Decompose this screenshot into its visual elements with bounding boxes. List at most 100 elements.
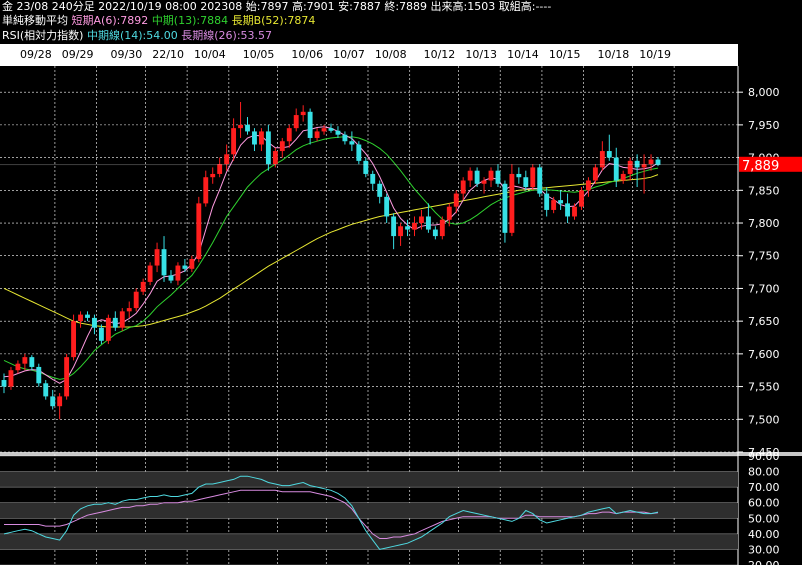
sma-legend-title: 単純移動平均: [2, 14, 68, 27]
candle-body: [126, 308, 132, 312]
candle-body: [15, 363, 21, 371]
candle-body: [342, 134, 348, 142]
candle-body: [245, 124, 250, 132]
candle: [412, 216, 417, 237]
price-axis-label: 7,750: [748, 250, 780, 263]
candle-body: [133, 291, 139, 309]
candle: [391, 213, 397, 250]
candle-body: [64, 357, 70, 397]
candle: [126, 301, 132, 318]
rsi-axis-label: 80.00: [748, 466, 780, 479]
last-price-label: 7,889: [742, 159, 779, 174]
candle: [105, 314, 111, 345]
candle: [425, 203, 431, 233]
candle: [495, 164, 501, 188]
rsi-axis-label: 90.00: [748, 450, 780, 463]
candle-body: [161, 249, 167, 276]
candle: [189, 255, 195, 273]
candle-body: [537, 167, 543, 194]
candle-body: [627, 160, 633, 174]
candle-body: [460, 180, 466, 194]
candle: [544, 187, 550, 217]
date-tick-label: 10/19: [639, 48, 671, 61]
candle: [119, 308, 125, 331]
candle: [8, 366, 14, 390]
candle: [474, 167, 480, 188]
candle-body: [648, 159, 654, 165]
price-axis-label: 7,700: [748, 282, 780, 295]
candle-body: [71, 321, 77, 358]
candle-body: [453, 193, 459, 207]
candle-body: [321, 128, 327, 132]
candle-body: [147, 265, 153, 282]
candle-body: [36, 366, 42, 384]
price-axis-label: 7,800: [748, 217, 780, 230]
candle-body: [238, 124, 243, 129]
candle: [551, 196, 557, 214]
candle: [599, 141, 605, 171]
candle: [356, 141, 362, 165]
candle-body: [523, 177, 529, 188]
candle: [509, 164, 515, 237]
candle-body: [502, 183, 508, 233]
date-tick-label: 10/04: [193, 48, 226, 61]
date-tick-label: 10/06: [291, 48, 324, 61]
candle: [57, 393, 63, 420]
rsi-long-line: [4, 489, 659, 539]
candle: [293, 108, 299, 132]
candle-body: [572, 206, 577, 217]
rsi-axis-label: 60.00: [748, 497, 780, 510]
candle-body: [641, 164, 647, 168]
candle: [530, 164, 536, 191]
candle-body: [154, 249, 160, 266]
date-tick-label: 10/18: [597, 48, 630, 61]
candle-body: [140, 281, 146, 292]
candle-body: [606, 151, 612, 158]
candle: [592, 164, 598, 184]
rsi-mid-line: [3, 475, 659, 550]
candle: [314, 128, 320, 142]
sma-long-line: [3, 174, 659, 328]
candle: [140, 278, 146, 295]
candle-body: [112, 317, 118, 328]
candle-body: [488, 170, 494, 181]
candle: [613, 147, 619, 188]
candle: [1, 373, 7, 394]
price-axis-label: 7,650: [748, 315, 780, 328]
date-tick-label: 22/10: [152, 48, 184, 61]
last-price-badge: [739, 156, 802, 172]
candle: [481, 177, 487, 194]
candle-body: [272, 151, 278, 165]
sma-mid-line: [3, 136, 659, 380]
candle: [349, 131, 355, 152]
candle: [620, 170, 626, 184]
candle-body: [29, 357, 35, 367]
candle-body: [78, 314, 83, 322]
candle-body: [516, 173, 522, 178]
candle-body: [579, 190, 584, 207]
candle: [634, 154, 640, 188]
price-axis-label: 7,550: [748, 381, 780, 394]
rsi-band: [0, 471, 738, 488]
rsi-legend-title: RSI(相対力指数): [2, 29, 84, 42]
candle: [224, 144, 230, 171]
candle-body: [307, 111, 313, 138]
candle-body: [384, 196, 390, 217]
candle: [467, 167, 473, 188]
rsi-axis-label: 40.00: [748, 528, 780, 541]
candle: [154, 242, 160, 273]
rsi-mid-legend: 中期線(14):54.00: [86, 29, 178, 42]
candle-body: [620, 173, 626, 181]
price-axis-label: 7,500: [748, 413, 780, 426]
candle: [321, 124, 327, 135]
candle: [161, 236, 167, 282]
candle: [585, 177, 591, 197]
candle: [384, 193, 390, 224]
candle: [265, 124, 271, 171]
candle: [50, 389, 56, 410]
candle-body: [189, 259, 195, 269]
date-tick-label: 09/30: [110, 48, 143, 61]
sma-short-line: [3, 126, 659, 384]
candle-body: [168, 275, 174, 281]
